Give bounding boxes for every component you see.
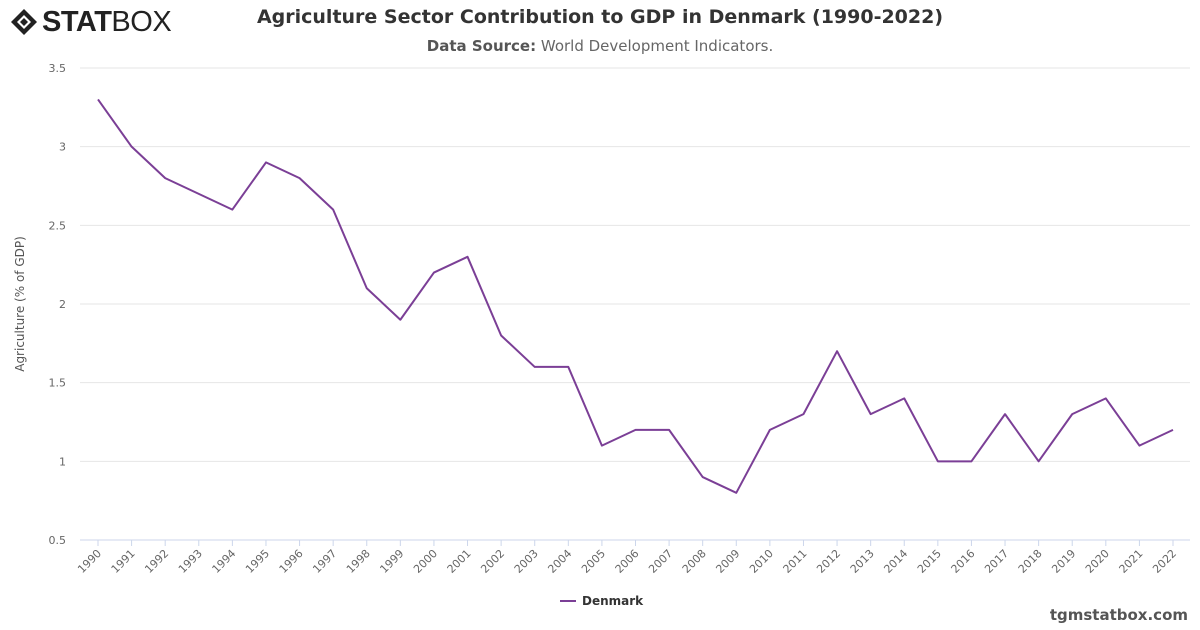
y-tick-label: 2.5 <box>49 219 67 232</box>
logo-diamond-icon <box>11 9 37 35</box>
y-tick-label: 0.5 <box>49 534 67 547</box>
x-tick-label: 2013 <box>848 547 877 576</box>
x-tick-label: 2022 <box>1150 547 1179 576</box>
x-tick-label: 2015 <box>915 547 944 576</box>
x-tick-label: 2018 <box>1016 547 1045 576</box>
legend-item-denmark[interactable]: Denmark <box>560 594 643 608</box>
x-tick-label: 2009 <box>713 547 742 576</box>
x-tick-label: 1997 <box>310 547 339 576</box>
x-tick-label: 2020 <box>1083 547 1112 576</box>
x-tick-label: 2005 <box>579 547 608 576</box>
chart-title: Agriculture Sector Contribution to GDP i… <box>256 6 944 28</box>
x-tick-label: 2012 <box>814 547 843 576</box>
x-tick-label: 2004 <box>545 547 574 576</box>
site-credit: tgmstatbox.com <box>1049 606 1188 624</box>
x-tick-label: 1998 <box>344 547 373 576</box>
x-tick-label: 2001 <box>445 547 474 576</box>
x-tick-label: 2000 <box>411 547 440 576</box>
y-tick-label: 3 <box>59 141 66 154</box>
x-tick-label: 2021 <box>1117 547 1146 576</box>
y-tick-label: 2 <box>59 298 66 311</box>
chart-subtitle: Data Source: World Development Indicator… <box>426 37 774 55</box>
x-tick-label: 1994 <box>210 547 239 576</box>
series-line-denmark <box>97 98 1174 494</box>
legend-label: Denmark <box>582 594 644 608</box>
x-tick-label: 2011 <box>781 547 810 576</box>
x-tick-label: 2002 <box>478 547 507 576</box>
x-tick-label: 1995 <box>243 547 272 576</box>
x-tick-label: 1993 <box>176 547 205 576</box>
logo-text: STATBOX <box>42 5 172 38</box>
y-tick-label: 1.5 <box>49 377 67 390</box>
x-tick-label: 1990 <box>75 547 104 576</box>
x-tick-label: 2014 <box>881 547 910 576</box>
x-tick-label: 2003 <box>512 547 541 576</box>
x-tick-label: 2008 <box>680 547 709 576</box>
y-tick-label: 1 <box>59 455 66 468</box>
x-tick-label: 2006 <box>613 547 642 576</box>
x-tick-label: 1991 <box>109 547 138 576</box>
legend-line-icon <box>560 600 576 602</box>
y-tick-label: 3.5 <box>49 62 67 75</box>
x-tick-label: 2017 <box>982 547 1011 576</box>
statbox-logo: STATBOX <box>10 5 172 38</box>
x-tick-label: 1992 <box>142 547 171 576</box>
x-tick-label: 2016 <box>949 547 978 576</box>
x-tick-label: 2019 <box>1049 547 1078 576</box>
x-tick-label: 2010 <box>747 547 776 576</box>
x-tick-label: 1996 <box>277 547 306 576</box>
x-tick-label: 2007 <box>646 547 675 576</box>
x-tick-label: 1999 <box>377 547 406 576</box>
y-axis-label: Agriculture (% of GDP) <box>13 236 27 372</box>
